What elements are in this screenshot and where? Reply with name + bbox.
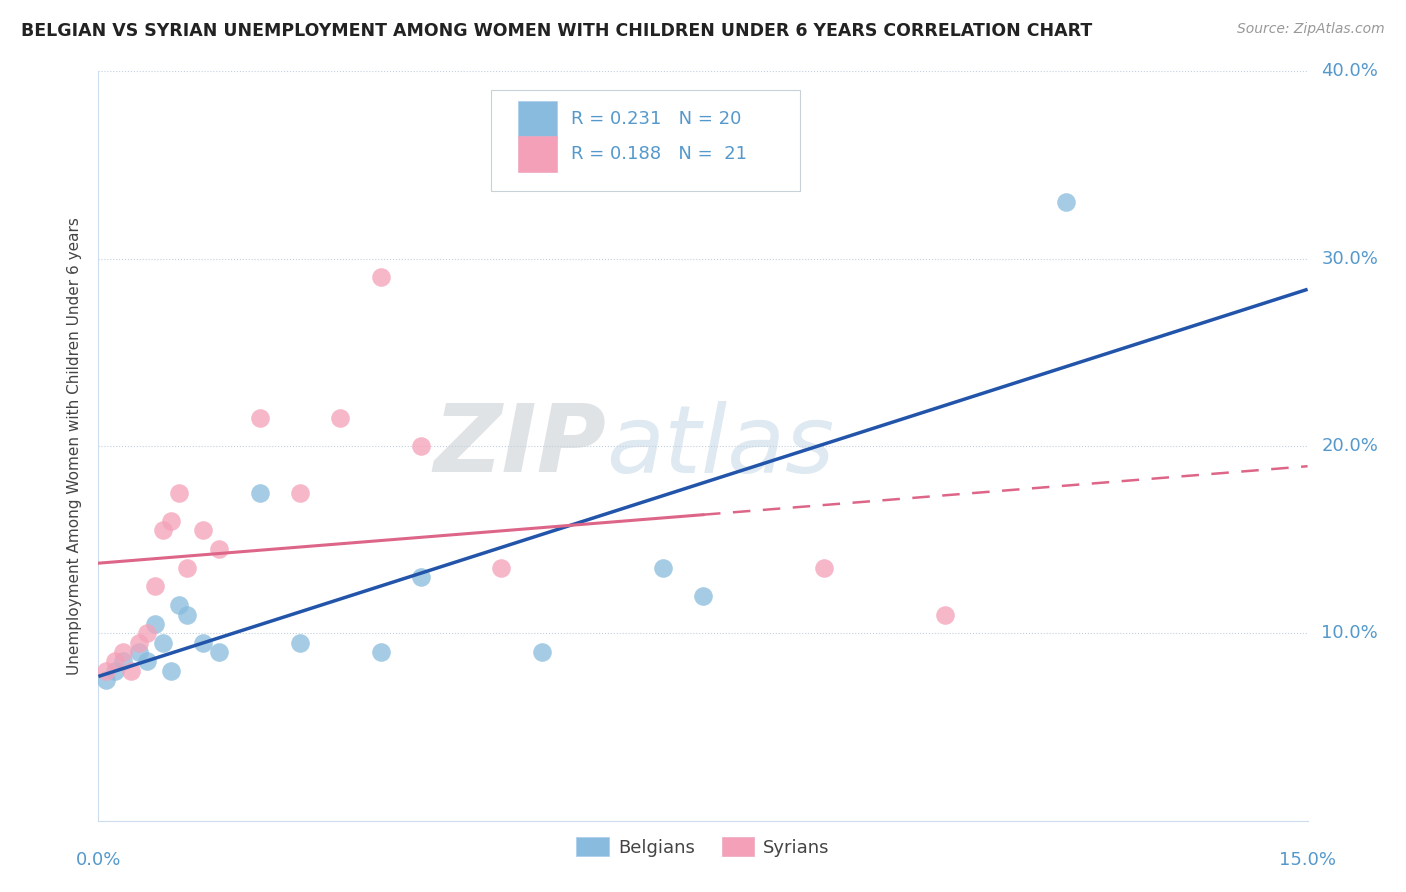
FancyBboxPatch shape	[492, 90, 800, 191]
Point	[651, 561, 673, 575]
Point	[288, 635, 311, 649]
Point	[120, 664, 142, 678]
Point	[813, 561, 835, 575]
Text: Source: ZipAtlas.com: Source: ZipAtlas.com	[1237, 22, 1385, 37]
Point	[934, 607, 956, 622]
Y-axis label: Unemployment Among Women with Children Under 6 years: Unemployment Among Women with Children U…	[67, 217, 83, 675]
Point	[152, 524, 174, 538]
Point	[370, 270, 392, 285]
Point	[111, 645, 134, 659]
Point	[193, 635, 215, 649]
Point	[208, 645, 231, 659]
Text: R = 0.231   N = 20: R = 0.231 N = 20	[571, 110, 741, 128]
Point	[128, 635, 150, 649]
Bar	[517, 101, 557, 136]
Point	[160, 514, 183, 528]
Point	[167, 486, 190, 500]
Point	[249, 411, 271, 425]
Point	[530, 645, 553, 659]
Text: 15.0%: 15.0%	[1279, 851, 1336, 869]
Point	[135, 655, 157, 669]
Bar	[517, 136, 557, 172]
Point	[249, 486, 271, 500]
Point	[208, 542, 231, 557]
Text: 20.0%: 20.0%	[1322, 437, 1378, 455]
Point	[96, 673, 118, 688]
Point	[128, 645, 150, 659]
Point	[193, 524, 215, 538]
Point	[409, 570, 432, 584]
Point	[96, 664, 118, 678]
Point	[176, 607, 198, 622]
Text: 10.0%: 10.0%	[1322, 624, 1378, 642]
Text: 0.0%: 0.0%	[76, 851, 121, 869]
Point	[167, 599, 190, 613]
Point	[111, 655, 134, 669]
Text: atlas: atlas	[606, 401, 835, 491]
Point	[692, 589, 714, 603]
Point	[152, 635, 174, 649]
Point	[1054, 195, 1077, 210]
Point	[329, 411, 352, 425]
Point	[409, 439, 432, 453]
Text: 40.0%: 40.0%	[1322, 62, 1378, 80]
Text: ZIP: ZIP	[433, 400, 606, 492]
Text: R = 0.188   N =  21: R = 0.188 N = 21	[571, 145, 747, 162]
Point	[103, 655, 125, 669]
Point	[103, 664, 125, 678]
Point	[176, 561, 198, 575]
Text: 30.0%: 30.0%	[1322, 250, 1378, 268]
Legend: Belgians, Syrians: Belgians, Syrians	[569, 830, 837, 864]
Point	[288, 486, 311, 500]
Point	[143, 617, 166, 632]
Point	[491, 561, 513, 575]
Point	[370, 645, 392, 659]
Point	[160, 664, 183, 678]
Text: BELGIAN VS SYRIAN UNEMPLOYMENT AMONG WOMEN WITH CHILDREN UNDER 6 YEARS CORRELATI: BELGIAN VS SYRIAN UNEMPLOYMENT AMONG WOM…	[21, 22, 1092, 40]
Point	[135, 626, 157, 640]
Point	[143, 580, 166, 594]
